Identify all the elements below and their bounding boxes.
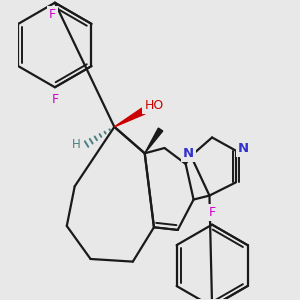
Text: N: N [183, 147, 194, 160]
Text: N: N [238, 142, 249, 154]
Text: F: F [51, 93, 58, 106]
Text: F: F [208, 206, 216, 219]
Polygon shape [114, 108, 145, 127]
Text: HO: HO [144, 99, 164, 112]
Polygon shape [145, 128, 163, 153]
Text: F: F [49, 8, 56, 21]
Text: H: H [72, 138, 80, 151]
